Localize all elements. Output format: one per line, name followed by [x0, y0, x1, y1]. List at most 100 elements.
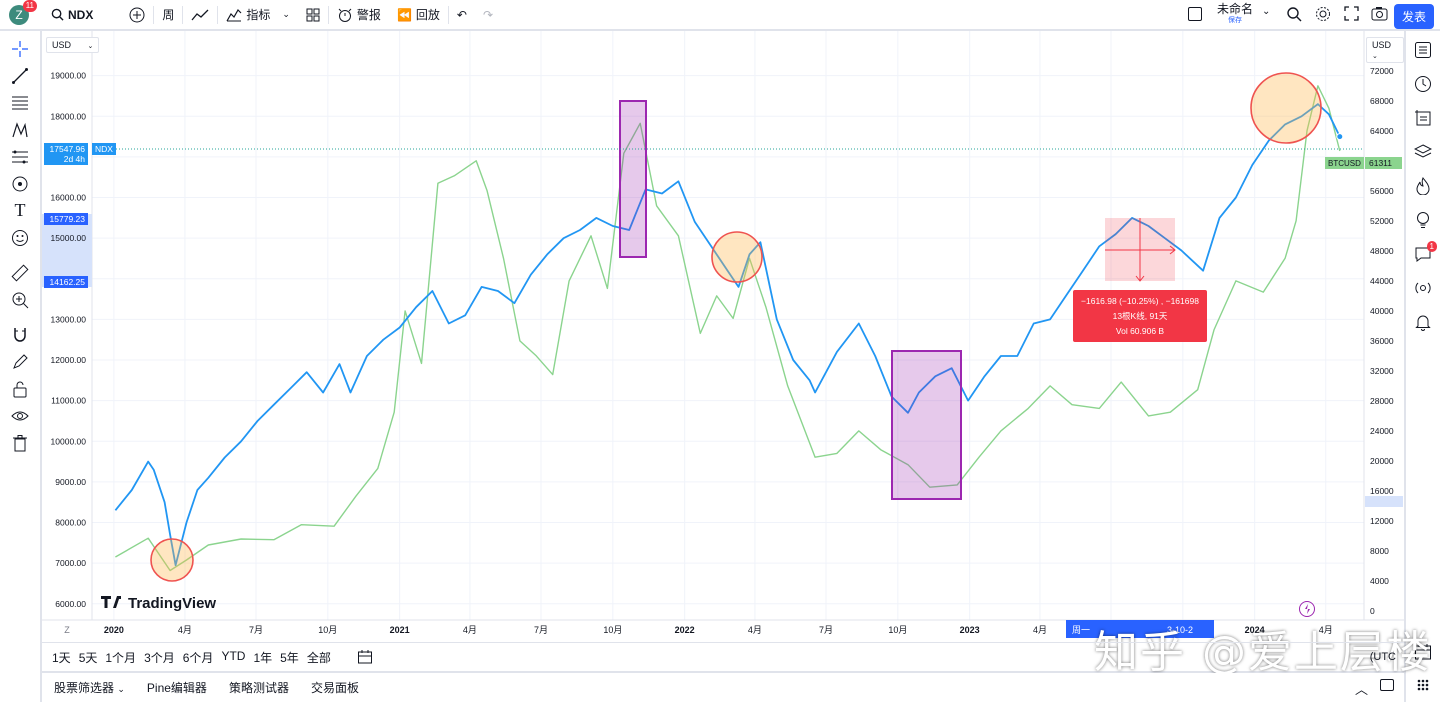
collapse-panel-icon[interactable]: ︿ [1354, 682, 1368, 697]
compare-button[interactable] [121, 0, 153, 30]
left-currency-selector[interactable]: USD ⌄ [46, 37, 100, 53]
range-button[interactable]: 1年 [253, 650, 273, 665]
goto-date-icon[interactable] [357, 649, 373, 665]
zhihu-watermark: 知乎 @爱上层楼 [1094, 627, 1432, 678]
time-tick-label: 2021 [390, 625, 410, 635]
chart-svg[interactable]: 6000.00 7000.00 8000.00 9000.00 10000.00 1100… [42, 31, 1404, 642]
highlight-circle[interactable] [150, 538, 194, 582]
chats-button[interactable]: 1 [1406, 237, 1440, 271]
tab-trading-panel[interactable]: 交易面板 [310, 681, 359, 695]
text-tool[interactable]: T [0, 197, 40, 224]
shapes-tool[interactable] [0, 170, 40, 197]
divider [153, 5, 155, 24]
user-avatar[interactable]: Z 11 [9, 0, 37, 25]
interval-button[interactable]: 周 [154, 0, 182, 30]
watchlist-button[interactable] [1406, 33, 1440, 67]
maximize-panel-icon[interactable] [1380, 679, 1394, 691]
range-button[interactable]: 5天 [78, 650, 98, 665]
range-top-label-bg [44, 213, 88, 225]
forecast-tool[interactable] [0, 143, 40, 170]
trendline-tool[interactable] [0, 62, 40, 89]
lightning-icon[interactable] [1299, 601, 1315, 617]
highlight-rectangle[interactable] [619, 100, 647, 258]
trash-icon [13, 434, 27, 451]
range-button[interactable]: 6个月 [182, 650, 214, 665]
magnet-tool[interactable] [0, 321, 40, 348]
help-button[interactable] [1406, 668, 1440, 702]
alerts-button[interactable] [1406, 67, 1440, 101]
highlight-circle[interactable] [711, 231, 763, 283]
left-axis-bg [42, 31, 92, 620]
measure-tooltip [1073, 290, 1207, 342]
text-icon: T [14, 200, 26, 220]
settings-button[interactable] [1315, 6, 1331, 25]
range-button[interactable]: 1个月 [105, 650, 137, 665]
range-button[interactable]: 5年 [280, 650, 299, 665]
templates-button[interactable] [298, 0, 328, 30]
calendar-button[interactable] [1406, 635, 1440, 669]
symbol-search[interactable]: NDX [43, 0, 101, 30]
right-tick-label: 28000 [1370, 396, 1394, 406]
alert-button[interactable]: 警报 [329, 0, 389, 30]
quick-search-button[interactable] [1286, 6, 1302, 25]
fullscreen-button[interactable] [1344, 6, 1359, 24]
publish-button[interactable]: 发表 [1393, 4, 1434, 29]
spacer [0, 251, 40, 259]
left-tick-label: 15000.00 [51, 233, 87, 243]
fullscreen-checkbox-icon[interactable] [1188, 7, 1202, 21]
lock-tool[interactable] [0, 375, 40, 402]
tab-strategy-tester[interactable]: 策略测试器 [228, 681, 289, 695]
right-price-axis: 0 4000 8000 12000 16000 20000 24000 28000 32000 3… [1370, 36, 1394, 616]
streams-button[interactable] [1406, 271, 1440, 305]
fib-tool[interactable] [0, 89, 40, 116]
chart-type-button[interactable] [183, 0, 217, 30]
redo-button[interactable]: ↷ [475, 0, 501, 30]
range-button[interactable]: 全部 [306, 650, 331, 665]
ideas-button[interactable] [1406, 203, 1440, 237]
chevron-down-icon[interactable]: ⌄ [1262, 6, 1271, 17]
top-toolbar: Z 11 NDX 周 指标 ⌄ 警报 ⏪ 回放 ↶ ↷ 未命名 保存 ⌄ [0, 0, 1440, 30]
undo-icon: ↶ [456, 7, 467, 22]
highlight-circle[interactable] [1250, 72, 1322, 144]
range-button[interactable]: 1天 [52, 650, 71, 665]
hotlists-button[interactable] [1406, 169, 1440, 203]
range-button[interactable]: YTD [221, 648, 246, 663]
remove-tool[interactable] [0, 429, 40, 456]
object-tree-button[interactable] [1406, 135, 1440, 169]
right-tick-label: 36000 [1370, 336, 1394, 346]
right-tick-label: 8000 [1370, 546, 1389, 556]
range-button[interactable]: 3个月 [144, 650, 175, 665]
stay-drawing-tool[interactable] [0, 348, 40, 375]
pattern-tool[interactable] [0, 116, 40, 143]
hide-tool[interactable] [0, 402, 40, 429]
layout-name[interactable]: 未命名 保存 [1217, 3, 1253, 26]
time-zone-label[interactable]: (UTC [1369, 651, 1396, 663]
indicators-label: 指标 [246, 8, 271, 22]
tab-pine-editor[interactable]: Pine编辑器 [146, 681, 207, 695]
highlight-rectangle[interactable] [891, 350, 962, 500]
right-tick-label: 52000 [1370, 216, 1394, 226]
ndx-price-label: 17547.96 [50, 144, 86, 154]
undo-button[interactable]: ↶ [449, 0, 475, 30]
time-tick-label: 10月 [888, 625, 907, 635]
divider [327, 5, 329, 24]
emoji-tool[interactable] [0, 224, 40, 251]
indicators-icon [226, 8, 242, 21]
indicators-button[interactable]: 指标 ⌄ [218, 0, 298, 30]
replay-button[interactable]: ⏪ 回放 [389, 0, 448, 30]
snapshot-button[interactable] [1371, 6, 1388, 24]
brush-icon [12, 176, 28, 191]
notifications-button[interactable] [1406, 305, 1440, 339]
right-tick-label: 16000 [1370, 486, 1394, 496]
calendar-icon [1415, 644, 1431, 660]
data-window-button[interactable] [1406, 101, 1440, 135]
btc-price-label: 61311 [1369, 158, 1392, 168]
right-currency-selector[interactable]: USD ⌄ [1366, 37, 1404, 63]
right-tick-label: 32000 [1370, 366, 1394, 376]
tab-stock-screener[interactable]: 股票筛选器 ⌄ [54, 679, 125, 696]
crosshair-tool[interactable] [0, 35, 40, 62]
chevron-down-icon: ⌄ [87, 43, 94, 50]
zoom-tool[interactable] [0, 286, 40, 313]
timezone-corner[interactable]: Z [64, 625, 70, 635]
measure-tool[interactable] [0, 259, 40, 286]
